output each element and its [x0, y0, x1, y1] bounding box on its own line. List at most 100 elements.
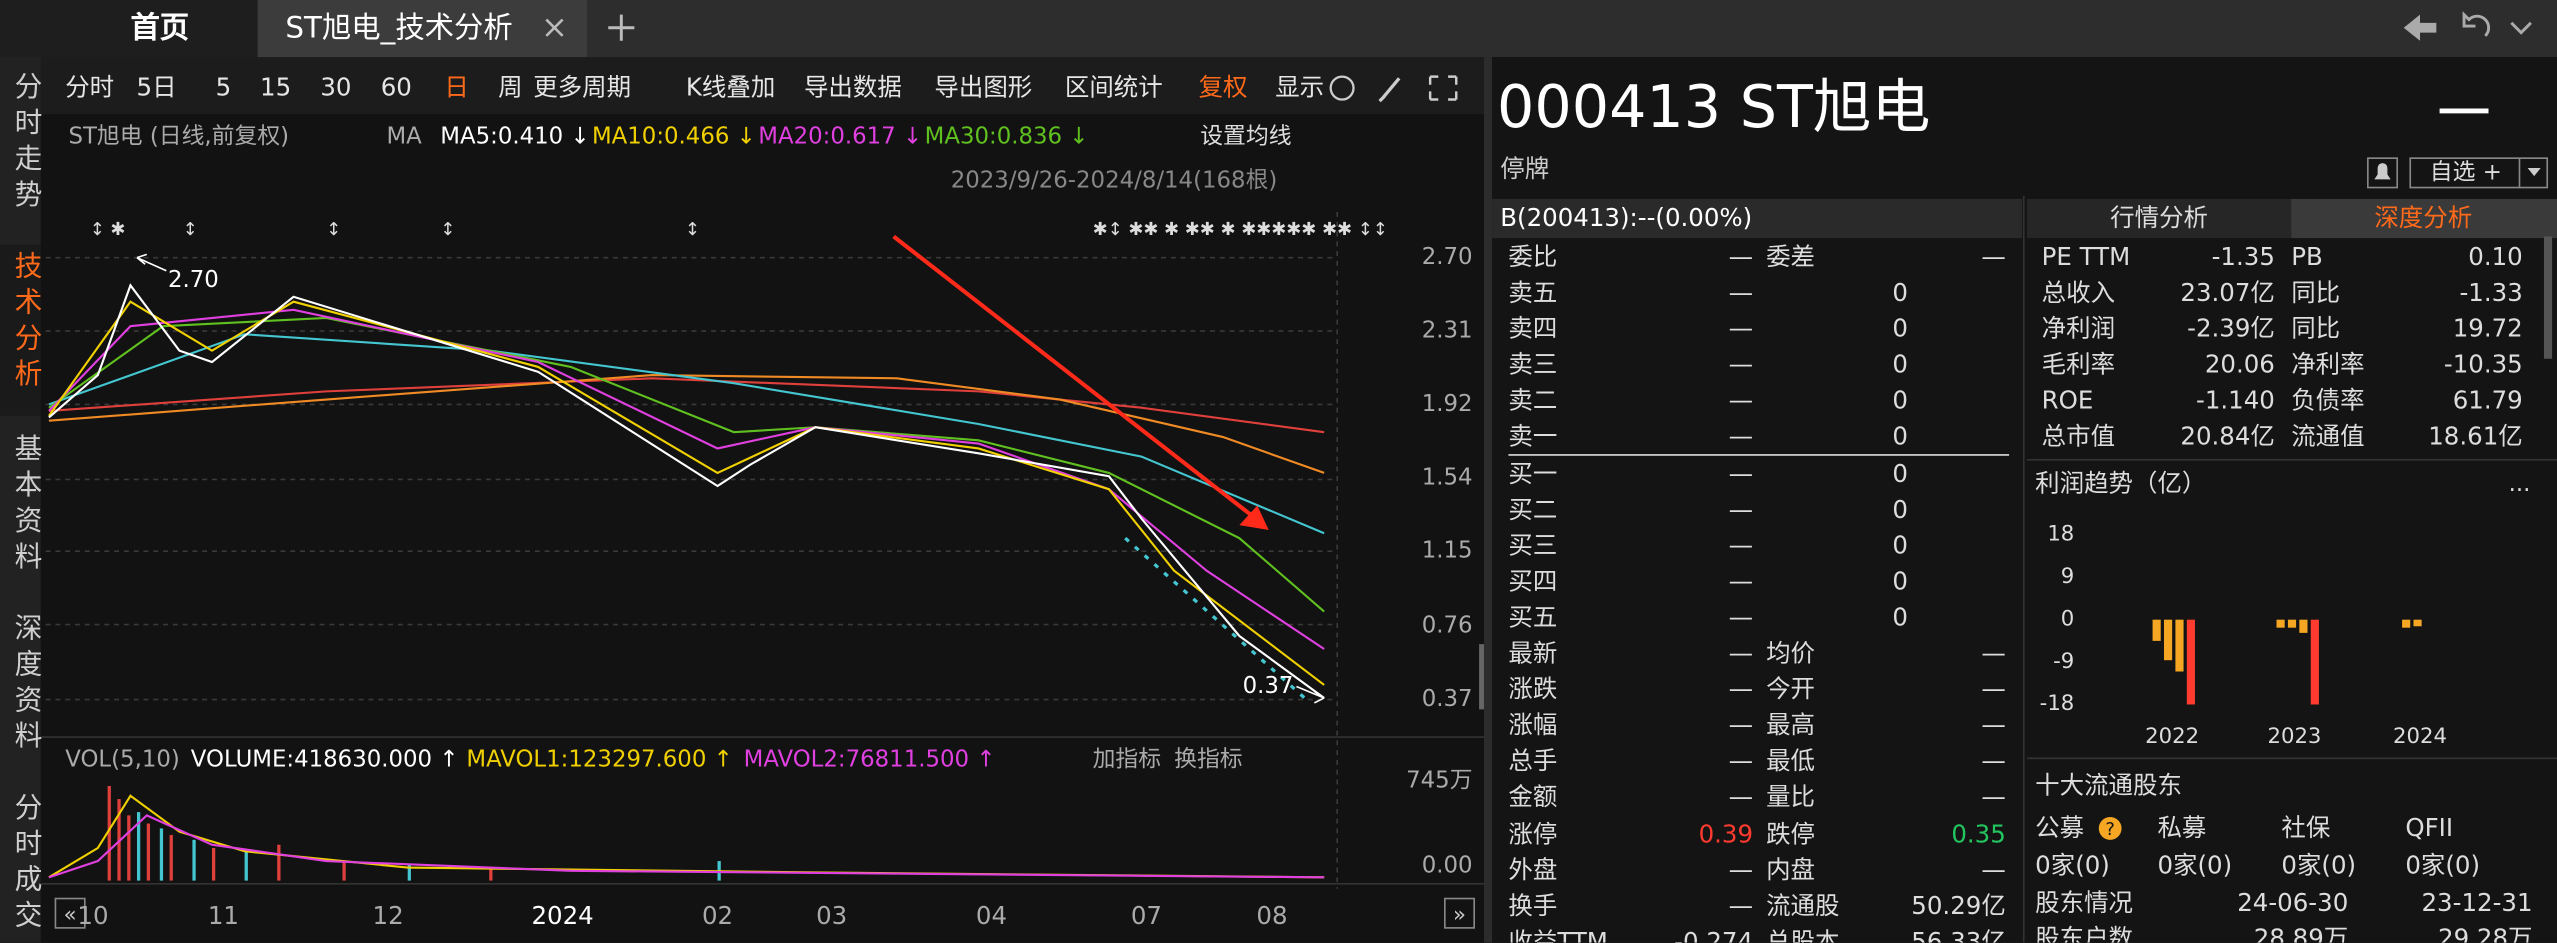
- back-icon[interactable]: [2403, 14, 2437, 41]
- tab-label[interactable]: 首页: [130, 11, 190, 46]
- side-tab[interactable]: 基本资料: [8, 433, 41, 578]
- field-value: —: [1981, 638, 2006, 668]
- level-volume: 0: [1892, 531, 1908, 561]
- field-value: —: [1981, 710, 2006, 740]
- pen-icon[interactable]: [1378, 77, 1401, 103]
- profit-y-tick: 0: [2060, 607, 2075, 632]
- level-price: —: [1728, 567, 1754, 597]
- field-label: 均价: [1766, 638, 1816, 668]
- level-volume: 0: [1892, 495, 1908, 525]
- svg-text:↕: ↕: [440, 219, 455, 240]
- analysis-tab[interactable]: [257, 0, 588, 58]
- toolbar-item[interactable]: 更多周期: [533, 72, 632, 102]
- field-label: 跌停: [1766, 818, 1816, 848]
- x-axis-label: 04: [975, 900, 1008, 931]
- toolbar-item[interactable]: 5: [215, 72, 232, 102]
- toolbar-item[interactable]: 5日: [136, 72, 177, 102]
- fullscreen-icon[interactable]: [1428, 75, 1458, 101]
- dropdown-icon[interactable]: [2527, 167, 2541, 177]
- tab-bg-active: [2291, 198, 2557, 239]
- metric-label: 总收入: [2041, 278, 2116, 308]
- level-volume: 0: [1892, 350, 1908, 380]
- side-tab[interactable]: 分时成交: [8, 792, 41, 937]
- price-axis-label: 2.31: [1421, 318, 1473, 345]
- undo-icon[interactable]: [2462, 11, 2491, 37]
- toolbar-item[interactable]: 日: [444, 72, 469, 102]
- home-tab[interactable]: [0, 0, 258, 58]
- volume-value: MAVOL1:123297.600 ↑: [466, 746, 733, 773]
- ma-value: MA10:0.466 ↓: [591, 123, 756, 151]
- profit-y-tick: 18: [2047, 522, 2075, 548]
- side-tab[interactable]: 技术分析: [8, 251, 41, 395]
- new-tab-icon[interactable]: [608, 14, 635, 41]
- toolbar-item[interactable]: 导出图形: [934, 72, 1033, 102]
- chart-area: [40, 114, 1484, 943]
- switch-indicator[interactable]: 换指标: [1174, 746, 1243, 773]
- level-price: —: [1728, 278, 1754, 308]
- field-label: 金额: [1508, 782, 1558, 812]
- toolbar-item[interactable]: 60: [380, 72, 412, 102]
- toolbar-item[interactable]: 导出数据: [803, 72, 902, 102]
- level-volume: 0: [1892, 386, 1908, 416]
- toolbar-item[interactable]: 复权: [1198, 72, 1248, 102]
- toolbar-item[interactable]: 分时: [65, 72, 115, 102]
- watch-label[interactable]: 自选 +: [2429, 159, 2502, 186]
- volume-axis-label: 0.00: [1421, 852, 1473, 879]
- scroll-right[interactable]: [1444, 897, 1476, 929]
- add-indicator[interactable]: 加指标: [1092, 746, 1162, 773]
- bell-button[interactable]: [2367, 157, 2399, 189]
- bell-icon: [2374, 163, 2391, 180]
- scrollbar[interactable]: [2543, 236, 2553, 359]
- trend-arrow: [892, 234, 1257, 521]
- holder-type: 社保: [2281, 812, 2331, 843]
- menu-icon[interactable]: [2510, 21, 2532, 35]
- ma-settings[interactable]: 设置均线: [1200, 123, 1292, 151]
- toolbar-item[interactable]: 显示: [1275, 72, 1325, 102]
- field-label: 委差: [1766, 242, 1816, 272]
- high-label: 2.70: [167, 267, 219, 294]
- stock-title: 000413 ST旭电: [1497, 75, 1931, 142]
- field-value: —: [1728, 854, 1754, 885]
- metric-label: 净利润: [2041, 313, 2116, 344]
- metric-label: ROE: [2041, 385, 2094, 416]
- metric-value: -1.35: [2211, 242, 2275, 272]
- metric-value: 18.61亿: [2428, 421, 2523, 451]
- help-glyph: ?: [2105, 819, 2115, 840]
- tab-label[interactable]: ST旭电_技术分析: [285, 11, 513, 46]
- level-price: —: [1728, 314, 1754, 344]
- toolbar-item[interactable]: 30: [320, 72, 352, 102]
- side-tab[interactable]: 分时走势: [8, 71, 41, 216]
- svg-text:↕: ↕: [183, 219, 198, 240]
- level-volume: 0: [1892, 278, 1908, 308]
- side-tab[interactable]: 深度资料: [8, 613, 41, 757]
- metric-value: 20.06: [2204, 349, 2275, 380]
- more-button[interactable]: ...: [2508, 471, 2531, 498]
- ma-lines: [48, 283, 1325, 699]
- toolbar-item[interactable]: 周: [498, 72, 523, 102]
- field-value: 0.39: [1698, 818, 1754, 848]
- toolbar-item[interactable]: K线叠加: [685, 72, 776, 102]
- metric-label: 毛利率: [2041, 349, 2116, 380]
- b-share: B(200413):--(0.00%): [1500, 203, 1753, 233]
- x-axis-label: 08: [1256, 900, 1288, 931]
- analysis-tab[interactable]: 行情分析: [2110, 203, 2209, 233]
- trend-arrow-head: [1239, 505, 1269, 530]
- metric-value: 61.79: [2452, 385, 2523, 416]
- volume-value: VOLUME:418630.000 ↑: [190, 746, 459, 773]
- holder-row-label: 股东情况: [2035, 887, 2134, 918]
- watch-button[interactable]: [2409, 157, 2549, 189]
- metric-value: -2.39亿: [2187, 313, 2275, 344]
- level-label: 买四: [1508, 567, 1558, 597]
- close-icon[interactable]: [545, 18, 564, 37]
- metric-label: PB: [2291, 242, 2323, 272]
- level-volume: 0: [1892, 567, 1908, 597]
- toolbar-item[interactable]: 15: [260, 72, 292, 102]
- show-icon[interactable]: [1329, 75, 1355, 101]
- metric-label: 流通值: [2291, 421, 2365, 451]
- field-label: 外盘: [1508, 854, 1558, 885]
- toolbar-item[interactable]: 区间统计: [1064, 72, 1163, 102]
- scroll-left[interactable]: [54, 897, 86, 929]
- analysis-tab[interactable]: 深度分析: [2374, 203, 2473, 233]
- level-label: 买五: [1508, 603, 1558, 633]
- help-icon[interactable]: [2098, 817, 2122, 840]
